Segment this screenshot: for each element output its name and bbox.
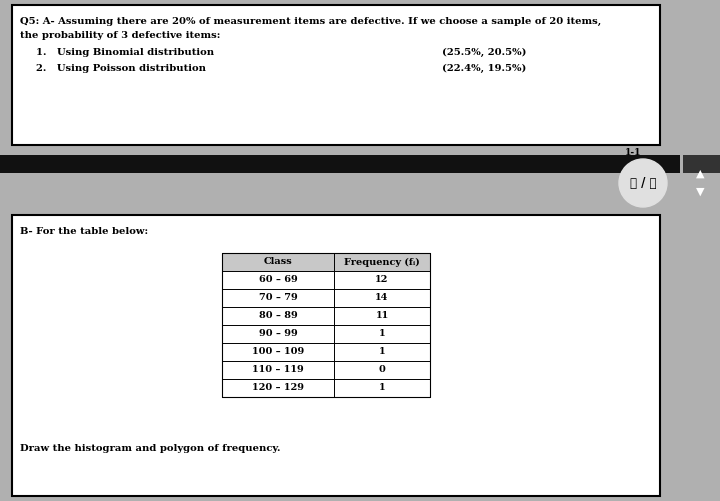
Bar <box>12 215 660 496</box>
Text: 80 – 89: 80 – 89 <box>258 312 297 321</box>
Text: 110 – 119: 110 – 119 <box>252 366 304 375</box>
Text: Class: Class <box>264 258 292 267</box>
Text: 90 – 99: 90 – 99 <box>258 330 297 339</box>
Circle shape <box>619 159 667 207</box>
Text: 70 – 79: 70 – 79 <box>258 294 297 303</box>
Text: 0: 0 <box>379 366 385 375</box>
Text: B- For the table below:: B- For the table below: <box>20 227 148 236</box>
Bar <box>222 253 430 397</box>
Text: 1.   Using Binomial distribution: 1. Using Binomial distribution <box>36 48 214 57</box>
Text: Q5: A- Assuming there are 20% of measurement items are defective. If we choose a: Q5: A- Assuming there are 20% of measure… <box>20 17 601 26</box>
Bar <box>683 155 720 173</box>
Bar <box>222 253 430 271</box>
Text: 100 – 109: 100 – 109 <box>252 348 304 357</box>
Text: 12: 12 <box>375 276 389 285</box>
Text: 1-1: 1-1 <box>625 148 642 157</box>
Text: 1: 1 <box>379 330 385 339</box>
Text: 1: 1 <box>379 383 385 392</box>
Text: Frequency (fᵢ): Frequency (fᵢ) <box>344 258 420 267</box>
Text: the probability of 3 defective items:: the probability of 3 defective items: <box>20 31 220 40</box>
Text: ▲: ▲ <box>696 169 704 179</box>
Text: ▼: ▼ <box>696 187 704 197</box>
Text: (25.5%, 20.5%): (25.5%, 20.5%) <box>442 48 526 57</box>
Text: ۲ / ۲: ۲ / ۲ <box>630 176 656 189</box>
Text: (22.4%, 19.5%): (22.4%, 19.5%) <box>442 64 526 73</box>
Text: 120 – 129: 120 – 129 <box>252 383 304 392</box>
Text: 14: 14 <box>375 294 389 303</box>
Text: 2.   Using Poisson distribution: 2. Using Poisson distribution <box>36 64 206 73</box>
Bar <box>0 155 680 173</box>
Bar <box>12 5 660 145</box>
Text: 1: 1 <box>379 348 385 357</box>
Text: 60 – 69: 60 – 69 <box>258 276 297 285</box>
Text: Draw the histogram and polygon of frequency.: Draw the histogram and polygon of freque… <box>20 444 281 453</box>
Text: 11: 11 <box>375 312 389 321</box>
